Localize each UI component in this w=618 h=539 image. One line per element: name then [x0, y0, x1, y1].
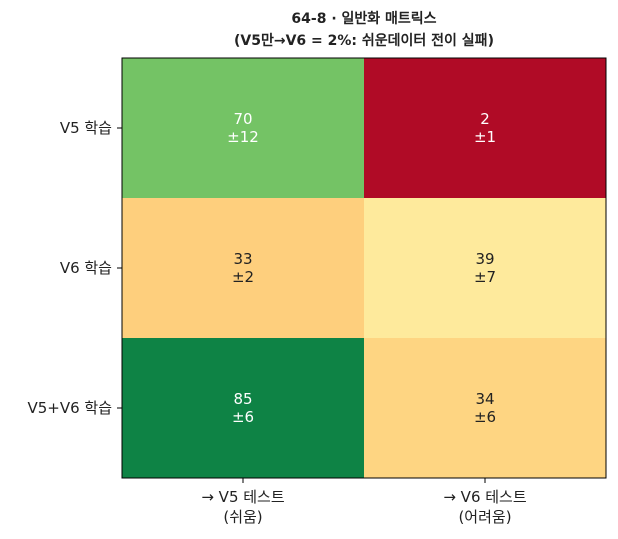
- cell-error: ±6: [232, 408, 254, 426]
- cell-error: ±2: [232, 268, 254, 286]
- cell-error: ±12: [227, 128, 259, 146]
- heatmap-cell: [122, 58, 364, 198]
- cell-value: 2: [480, 110, 490, 128]
- cell-value: 85: [233, 390, 252, 408]
- cell-error: ±6: [474, 408, 496, 426]
- chart-title: 64-8 · 일반화 매트릭스 (V5만→V6 = 2%: 쉬운데이터 전이 실패…: [234, 10, 494, 49]
- heatmap-cell: [364, 58, 606, 198]
- x-tick-label: → V6 테스트 (어려움): [443, 488, 527, 526]
- x-tick-label: → V5 테스트 (쉬움): [201, 488, 285, 526]
- cell-value: 33: [233, 250, 252, 268]
- cell-value: 39: [475, 250, 494, 268]
- y-tick-label: V5+V6 학습: [27, 399, 112, 417]
- heatmap-cell: [364, 198, 606, 338]
- y-tick-label: V5 학습: [60, 119, 112, 137]
- heatmap-cell: [364, 338, 606, 478]
- cell-value: 34: [475, 390, 494, 408]
- cell-value: 70: [233, 110, 252, 128]
- heatmap-cell: [122, 338, 364, 478]
- cell-error: ±7: [474, 268, 496, 286]
- cell-error: ±1: [474, 128, 496, 146]
- heatmap-cell: [122, 198, 364, 338]
- y-tick-label: V6 학습: [60, 259, 112, 277]
